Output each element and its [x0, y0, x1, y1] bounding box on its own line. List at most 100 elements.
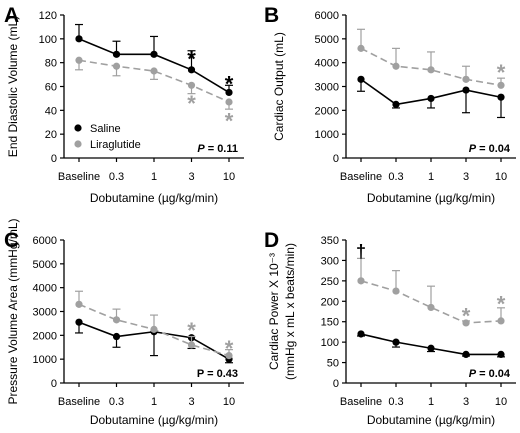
p-value: P = 0.04 [469, 143, 511, 155]
x-tick-label: 3 [188, 171, 194, 183]
y-tick-label: 100 [321, 337, 339, 349]
data-point [357, 277, 365, 285]
significance-asterisk: * [187, 318, 196, 343]
x-tick-label: 1 [428, 171, 434, 183]
y-tick-label: 100 [39, 34, 57, 46]
data-point [497, 81, 505, 89]
panel-a: A 0 20 40 60 80 100 120 Baseline 0.3 1 3 10 Dobutamin… [4, 4, 244, 205]
y-tick-label: 150 [321, 317, 339, 329]
legend-marker [74, 140, 82, 148]
data-point [392, 338, 400, 346]
y-tick-label: 20 [45, 129, 57, 141]
y-tick-label: 6000 [315, 10, 339, 22]
legend: Saline Liraglutide [74, 123, 141, 151]
data-point [225, 98, 233, 106]
data-point [112, 316, 121, 324]
p-value-label: P [469, 368, 477, 380]
data-point [357, 330, 365, 338]
significance-asterisk: * [225, 109, 234, 134]
y-tick-label: 4000 [315, 58, 339, 70]
data-point [497, 93, 505, 101]
data-point [462, 86, 470, 94]
panel-letter: D [264, 229, 279, 252]
series-saline [357, 330, 505, 358]
series-line [360, 47, 502, 87]
panel-b: B 0 1000 2000 3000 4000 5000 6000 Baseline 0.3 1 3 1… [264, 4, 516, 205]
series-liraglutide [357, 28, 505, 89]
x-tick-label: 1 [428, 396, 434, 408]
data-point [187, 81, 196, 89]
x-tick-label: 3 [463, 171, 469, 183]
series-saline [357, 75, 505, 119]
significance-asterisk: * [497, 291, 506, 316]
data-point [427, 94, 435, 103]
data-point [112, 332, 121, 341]
y-axis-title: End Diastolic Volume (mL) [6, 16, 20, 157]
data-point [392, 100, 400, 108]
data-point [75, 318, 83, 326]
y-tick-label: 1000 [33, 354, 57, 366]
y-axis-title: Cardiac Power X 10⁻³ [267, 253, 281, 370]
dagger-annotation: † [356, 241, 366, 261]
series-line [78, 59, 230, 103]
x-tick-label: 0.3 [109, 171, 124, 183]
p-value-text: = 0.04 [476, 143, 511, 155]
x-tick-label: 0.3 [109, 396, 124, 408]
legend-marker [74, 124, 82, 132]
x-tick-label: 3 [188, 396, 194, 408]
p-value-label: P [469, 143, 477, 155]
data-point [150, 50, 158, 58]
data-point [497, 350, 505, 358]
y-tick-label: 200 [321, 296, 339, 308]
series-liraglutide [75, 56, 233, 110]
y-tick-label: 1000 [315, 129, 339, 141]
data-point [427, 66, 435, 74]
data-point [462, 319, 470, 327]
y-tick-label: 3000 [33, 307, 57, 319]
y-axis-title: Cardiac Output (mL) [272, 32, 286, 141]
y-tick-label: 0 [51, 378, 57, 390]
series-line [360, 280, 502, 324]
y-tick-label: 50 [327, 358, 339, 370]
data-point [75, 300, 83, 308]
p-value-text: = 0.11 [205, 143, 238, 155]
p-value: P = 0.43 [197, 368, 238, 380]
x-tick-label: 1 [151, 396, 157, 408]
y-tick-label: 300 [321, 255, 339, 267]
data-point [75, 56, 83, 64]
x-axis-title: Dobutamine (µg/kg/min) [90, 191, 218, 205]
legend-label: Saline [90, 123, 121, 135]
y-tick-label: 6000 [33, 235, 57, 247]
data-point [150, 325, 158, 333]
x-tick-label: 10 [223, 171, 235, 183]
p-value-label: P [197, 368, 204, 380]
x-tick-label: 0.3 [388, 396, 403, 408]
x-tick-label: 3 [463, 396, 469, 408]
x-axis-title: Dobutamine (µg/kg/min) [90, 413, 218, 427]
data-point [427, 303, 435, 312]
x-axis-title: Dobutamine (µg/kg/min) [367, 413, 495, 427]
x-tick-label: 10 [495, 171, 507, 183]
x-tick-label: 0.3 [388, 171, 403, 183]
significance-asterisk: * [187, 47, 196, 72]
x-tick-label: 10 [495, 396, 507, 408]
y-axis-title: Pressure Volume Area (mmHg/mL) [6, 218, 20, 404]
significance-asterisk: * [225, 72, 234, 97]
panel-letter: A [4, 4, 19, 27]
x-tick-label: Baseline [340, 396, 382, 408]
panel-letter: B [264, 4, 279, 27]
data-point [462, 75, 470, 83]
series-liraglutide [75, 290, 233, 360]
data-point [357, 75, 365, 83]
data-point [225, 88, 233, 97]
y-tick-label: 2000 [315, 105, 339, 117]
panel-c: C 0 1000 2000 3000 4000 5000 6000 Baseline 0.3 1 3 1… [4, 218, 244, 427]
significance-asterisk: * [187, 91, 196, 116]
y-tick-label: 80 [45, 58, 57, 70]
y-tick-label: 5000 [315, 34, 339, 46]
data-point [392, 287, 400, 295]
p-value: P = 0.04 [469, 368, 511, 380]
y-tick-label: 5000 [33, 259, 57, 271]
